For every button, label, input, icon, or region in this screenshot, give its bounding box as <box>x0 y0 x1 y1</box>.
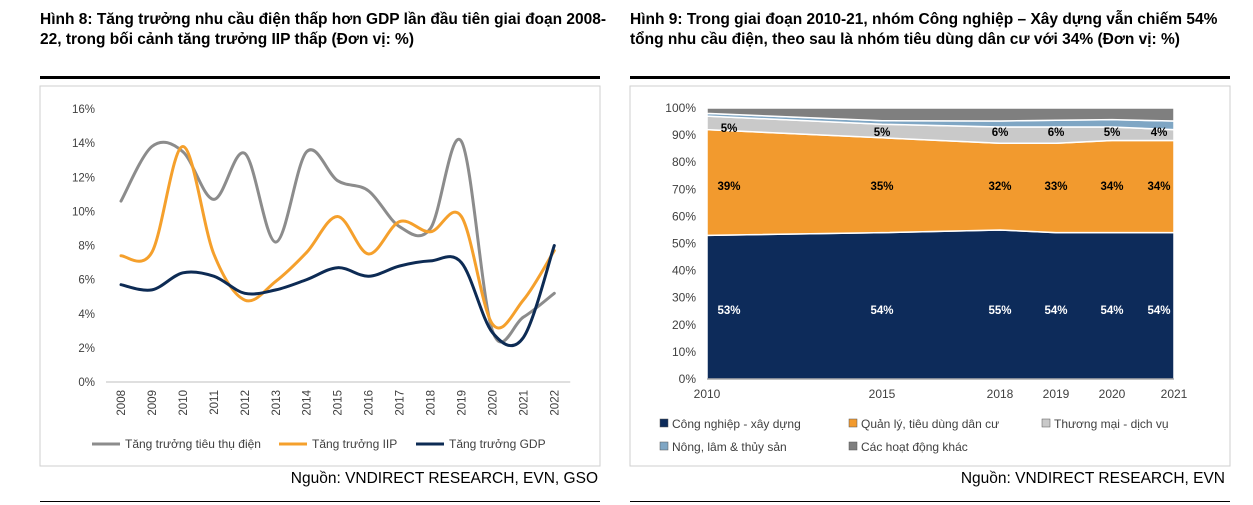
y-tick-label: 50% <box>672 237 696 251</box>
figure-9-bottom-rule <box>630 501 1230 502</box>
figure-9-source: Nguồn: VNDIRECT RESEARCH, EVN <box>960 470 1225 487</box>
figure-8-panel: Hình 8: Tăng trưởng nhu cầu điện thấp hơ… <box>0 0 620 505</box>
figure-9-top-rule <box>630 76 1230 79</box>
data-label: 32% <box>988 181 1011 193</box>
x-tick-label: 2015 <box>869 387 896 401</box>
y-tick-label: 80% <box>672 155 696 169</box>
data-label: 5% <box>721 123 738 135</box>
figure-8-title: Hình 8: Tăng trưởng nhu cầu điện thấp hơ… <box>40 11 607 48</box>
figure-8-top-rule <box>40 76 600 79</box>
y-tick-label: 30% <box>672 291 696 305</box>
data-label: 54% <box>1044 305 1067 317</box>
data-label: 6% <box>992 127 1009 139</box>
figure-9-panel: Hình 9: Trong giai đoạn 2010-21, nhóm Cô… <box>624 0 1253 505</box>
figure-9-title: Hình 9: Trong giai đoạn 2010-21, nhóm Cô… <box>630 11 1218 48</box>
legend-label: Tăng trưởng tiêu thụ điện <box>125 437 261 451</box>
x-tick-label: 2019 <box>1043 387 1070 401</box>
x-tick-label: 2010 <box>694 387 721 401</box>
y-tick-label: 10% <box>672 345 696 359</box>
legend-swatch <box>848 418 858 428</box>
y-tick-label: 6% <box>78 275 95 287</box>
x-tick-label: 2018 <box>987 387 1014 401</box>
figure-8-source: Nguồn: VNDIRECT RESEARCH, EVN, GSO <box>290 470 598 487</box>
x-tick-label: 2021 <box>518 390 530 416</box>
data-label: 5% <box>874 127 891 139</box>
y-tick-label: 70% <box>672 182 696 196</box>
data-label: 35% <box>870 181 893 193</box>
area-series <box>706 107 1175 122</box>
y-tick-label: 2% <box>78 343 95 355</box>
data-label: 54% <box>870 305 893 317</box>
x-tick-label: 2010 <box>178 390 190 416</box>
legend-swatch <box>1041 418 1051 428</box>
y-tick-label: 16% <box>72 104 95 116</box>
x-tick-label: 2022 <box>549 390 561 416</box>
data-label: 34% <box>1100 181 1123 193</box>
data-label: 54% <box>1147 305 1170 317</box>
x-tick-label: 2016 <box>364 390 376 416</box>
legend-label: Quản lý, tiêu dùng dân cư <box>861 417 999 431</box>
figure-8-bottom-rule <box>40 501 600 502</box>
legend-swatch <box>659 418 669 428</box>
y-tick-label: 12% <box>72 172 95 184</box>
data-label: 6% <box>1048 127 1065 139</box>
y-tick-label: 0% <box>78 377 95 389</box>
x-tick-label: 2014 <box>302 389 314 415</box>
legend-label: Công nghiệp - xây dựng <box>672 417 801 431</box>
y-tick-label: 10% <box>72 206 95 218</box>
y-tick-label: 60% <box>672 209 696 223</box>
x-tick-label: 2019 <box>456 390 468 416</box>
legend-label: Thương mại - dịch vụ <box>1054 417 1169 431</box>
series-line <box>119 244 556 348</box>
series-line <box>119 137 556 344</box>
data-label: 33% <box>1044 181 1067 193</box>
legend-swatch <box>848 441 858 451</box>
x-tick-label: 2018 <box>426 390 438 416</box>
x-tick-label: 2021 <box>1161 387 1188 401</box>
x-tick-label: 2008 <box>116 390 128 416</box>
data-label: 39% <box>717 181 740 193</box>
x-tick-label: 2012 <box>240 390 252 416</box>
x-tick-label: 2013 <box>271 390 283 416</box>
plot-frame <box>39 85 601 467</box>
y-tick-label: 8% <box>78 241 95 253</box>
y-tick-label: 40% <box>672 264 696 278</box>
data-label: 5% <box>1104 127 1121 139</box>
x-tick-label: 2020 <box>1099 387 1126 401</box>
data-label: 54% <box>1100 305 1123 317</box>
y-tick-label: 4% <box>78 309 95 321</box>
line-chart-growth: 0% 2% 4% 6% 8% 10% 12% 14% 16% 2008 2009 2010 2011 20… <box>39 85 601 467</box>
data-label: 53% <box>717 305 740 317</box>
stacked-area-chart-demand-share: 0% 10% 20% 30% 40% 50% 60% 70% 80% 90% 100% 2010 201… <box>629 85 1231 467</box>
y-tick-label: 14% <box>72 138 95 150</box>
x-tick-label: 2020 <box>487 390 499 416</box>
series-line <box>119 144 556 330</box>
x-tick-label: 2011 <box>209 390 221 415</box>
x-tick-label: 2009 <box>147 390 159 416</box>
x-tick-label: 2015 <box>333 390 345 416</box>
y-tick-label: 0% <box>679 372 697 386</box>
data-label: 4% <box>1151 127 1168 139</box>
data-label: 55% <box>988 305 1011 317</box>
legend-swatch <box>659 441 669 451</box>
data-label: 34% <box>1147 181 1170 193</box>
y-tick-label: 20% <box>672 318 696 332</box>
plot-frame <box>629 85 1231 467</box>
y-tick-label: 100% <box>665 101 696 115</box>
legend-label: Tăng trưởng GDP <box>449 437 546 451</box>
legend-label: Tăng trưởng IIP <box>312 437 397 451</box>
legend-label: Nông, lâm & thủy sản <box>672 440 787 454</box>
y-tick-label: 90% <box>672 128 696 142</box>
x-tick-label: 2017 <box>395 390 407 416</box>
legend-label: Các hoạt động khác <box>861 440 968 454</box>
